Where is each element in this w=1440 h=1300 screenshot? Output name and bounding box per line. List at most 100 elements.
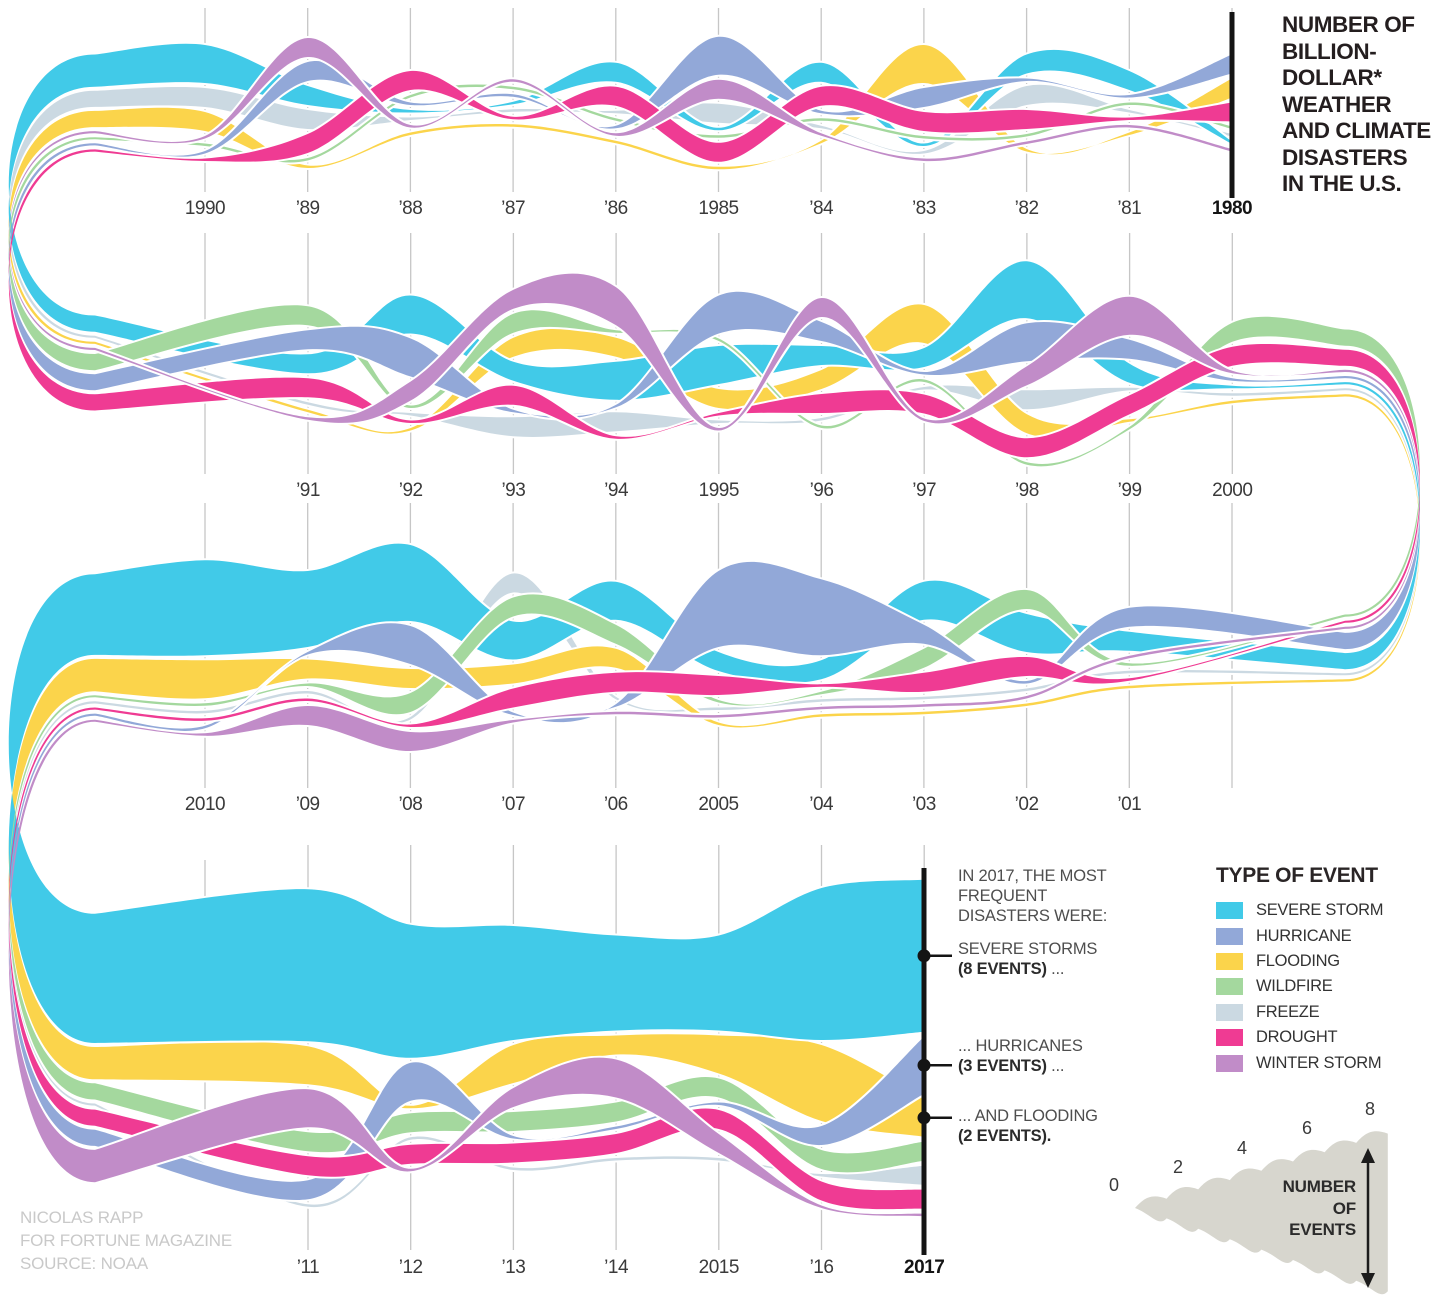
legend-swatch-winter [1216,1054,1243,1072]
legend-swatch-freeze [1216,1003,1243,1021]
year-label-1992: ’92 [398,480,423,501]
stream-storm-row-2000s [95,543,1345,684]
chart-title: NUMBER OF BILLION- DOLLAR* WEATHER AND C… [1282,12,1440,198]
legend-label: WINTER STORM [1256,1053,1382,1072]
stream-wildfire-row-1990s [95,305,1345,467]
title-line: DISASTERS [1282,144,1408,170]
legend-item-hurricane: HURRICANE [1216,923,1383,948]
year-label-2015: 2015 [698,1257,740,1278]
year-label-2012: ’12 [398,1257,423,1278]
stream-hurricane-row-2010s [95,1036,925,1201]
year-label-1998: ’98 [1014,480,1039,501]
legend-swatch-wildfire [1216,978,1243,996]
stream-hurricane-row-1990s [95,291,1345,419]
year-label-1982: ’82 [1014,198,1039,219]
year-label-2011: ’11 [296,1257,320,1278]
legend-item-wildfire: WILDFIRE [1216,974,1383,999]
year-label-1983: ’83 [911,198,936,219]
callout-dot-hurricane [917,1058,931,1072]
year-label-1996: ’96 [809,480,834,501]
legend-swatch-flooding [1216,952,1243,970]
turn-ribbon-winter [1345,369,1420,629]
year-label-2000: 2000 [1212,480,1253,501]
year-label-2001: ’01 [1117,794,1142,815]
year-label-1993: ’93 [501,480,526,501]
year-label-1997: ’97 [912,480,937,501]
title-line: IN THE U.S. [1282,171,1402,196]
legend-swatch-drought [1216,1029,1243,1047]
stream-wildfire-row-2000s [95,589,1345,715]
year-label-1981: ’81 [1117,198,1142,219]
stream-storm-row-1990s [95,261,1345,400]
year-label-2016: ’16 [809,1257,834,1278]
turn-ribbon-storm [8,574,95,1043]
stream-drought-row-2010s [95,1108,925,1210]
year-label-2006: ’06 [603,794,628,815]
stream-winter-row-2010s [95,1057,925,1217]
year-label-2017: 2017 [904,1257,945,1278]
title-line: DOLLAR* [1282,65,1382,90]
stream-freeze-row-1980s [95,84,1232,154]
credits: NICOLAS RAPP FOR FORTUNE MAGAZINE SOURCE… [20,1208,232,1273]
legend-label: WILDFIRE [1256,977,1333,996]
scale-number-4: 4 [1236,1138,1247,1158]
stream-flooding-row-1980s [95,44,1232,170]
year-label-1986: ’86 [603,198,628,219]
year-label-1987: ’87 [501,198,526,219]
legend-label: SEVERE STORM [1256,901,1384,920]
scale-number-0: 0 [1108,1175,1119,1195]
year-label-1995: 1995 [698,480,740,501]
legend-item-flooding: FLOODING [1216,949,1383,974]
stream-drought-row-1990s [95,343,1345,458]
legend-label: DROUGHT [1256,1028,1338,1047]
scale-arrow-down-icon [1361,1273,1375,1288]
year-label-2004: ’04 [809,794,834,815]
legend-item-winter: WINTER STORM [1216,1050,1383,1075]
legend: SEVERE STORM HURRICANE FLOODING WILDFIRE FRE… [1216,898,1384,1076]
scale-arrow-up-icon [1361,1148,1375,1163]
annotation-intro: IN 2017, THE MOST FREQUENT DISASTERS WER… [958,867,1108,925]
title-line: BILLION- [1282,38,1377,64]
year-label-1988: ’88 [398,198,423,219]
year-label-1990: 1990 [184,198,226,219]
year-label-2005: 2005 [698,794,739,815]
title-line: WEATHER [1282,91,1392,117]
stream-winter-row-1990s [95,273,1345,431]
year-label-1999: ’99 [1117,480,1142,501]
year-label-2007: ’07 [501,794,526,815]
stream-storm-row-2010s [95,879,925,1058]
year-label-2010: 2010 [184,794,226,815]
legend-title: TYPE OF EVENT [1216,864,1378,887]
scale-number-2: 2 [1172,1157,1183,1177]
year-label-1994: ’94 [604,480,629,501]
year-label-1980: 1980 [1211,198,1253,219]
scale-number-8: 8 [1364,1099,1375,1119]
legend-item-drought: DROUGHT [1216,1025,1383,1050]
annotation-hurricanes: ... HURRICANES (3 EVENTS) ... [958,1037,1083,1075]
year-label-2002: ’02 [1014,794,1039,815]
legend-swatch-hurricane [1216,927,1243,945]
legend-label: HURRICANE [1256,926,1352,945]
callout-dot-storm [917,949,931,963]
events-scale-wedge [1135,1131,1388,1295]
turn-ribbon-storm [8,54,95,332]
title-line: NUMBER OF [1282,12,1415,37]
stream-hurricane-row-2000s [95,561,1345,732]
scale-caption: NUMBER OF EVENTS [1282,1177,1357,1239]
scale-number-6: 6 [1301,1118,1312,1138]
title-line: AND CLIMATE [1282,118,1431,143]
year-label-2014: ’14 [604,1257,629,1278]
stream-flooding-row-2010s [95,1034,925,1137]
legend-item-storm: SEVERE STORM [1216,898,1384,923]
year-label-2013: ’13 [501,1257,526,1278]
year-label-2009: ’09 [295,794,320,815]
annotation-severe-storms: SEVERE STORMS (8 EVENTS) ... [958,940,1098,978]
stream-hurricane-row-1980s [95,36,1232,157]
legend-item-freeze: FREEZE [1216,1000,1383,1025]
year-label-1991: ’91 [296,480,320,501]
year-label-2008: ’08 [398,794,423,815]
callout-dot-flooding [917,1111,931,1125]
year-label-2003: ’03 [911,794,936,815]
